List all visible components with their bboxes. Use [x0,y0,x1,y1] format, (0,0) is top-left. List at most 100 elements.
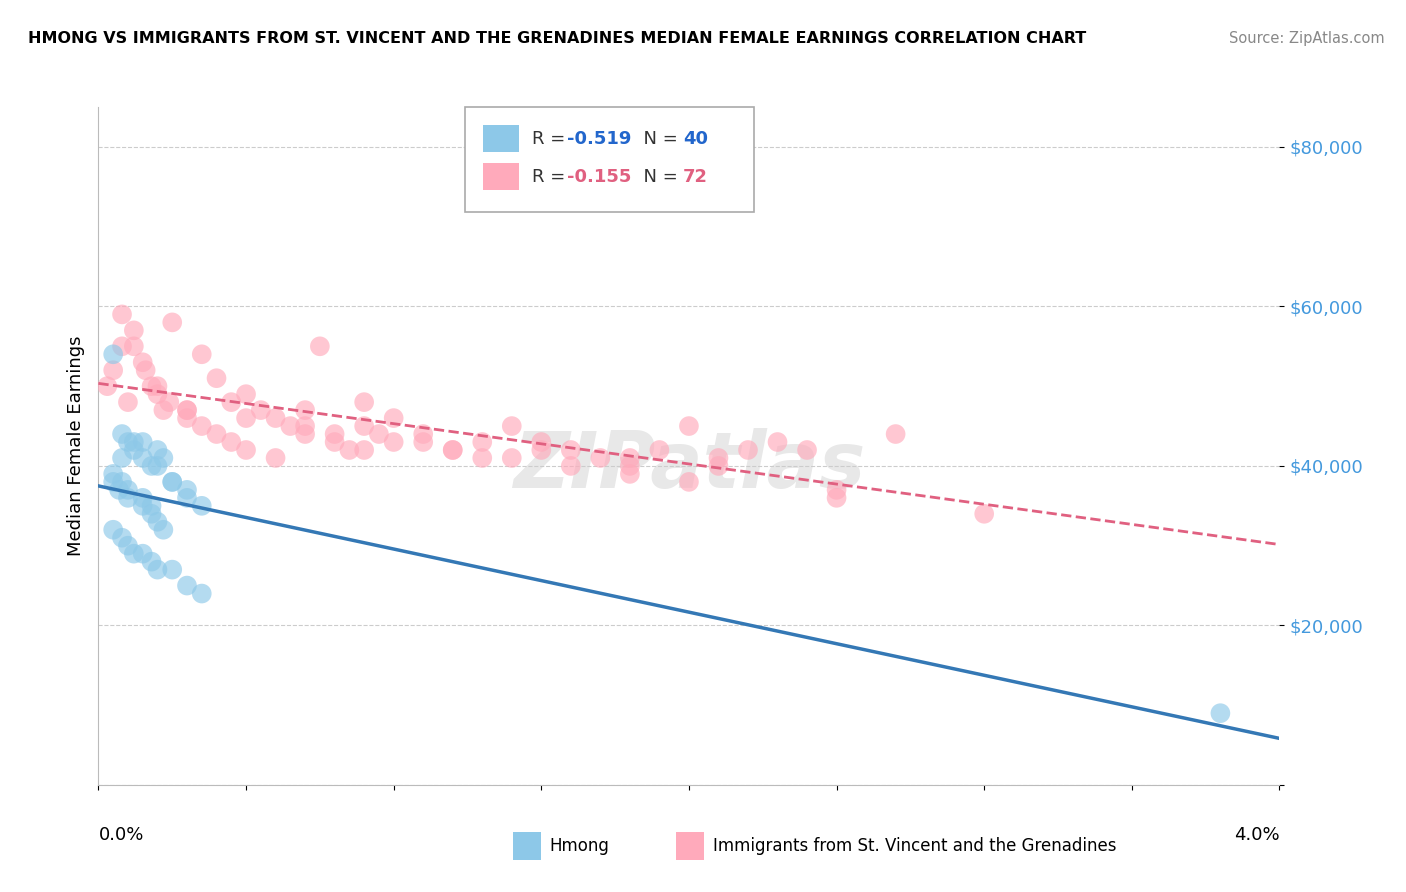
Point [191,586,214,600]
Point [382,411,405,425]
Point [884,427,907,442]
Point [973,507,995,521]
Point [766,435,789,450]
Point [176,403,198,417]
Point [501,450,523,465]
Point [501,419,523,434]
Point [323,435,346,450]
Point [141,379,163,393]
FancyBboxPatch shape [484,163,519,190]
Point [530,442,553,457]
Point [221,435,243,450]
FancyBboxPatch shape [464,107,754,212]
Point [309,339,332,353]
Point [103,363,125,377]
Point [135,363,157,377]
Point [707,458,730,473]
Point [162,475,183,489]
Point [205,427,228,442]
Point [648,442,671,457]
Point [353,395,375,409]
Point [619,450,641,465]
Point [737,442,759,457]
Point [176,411,198,425]
Point [678,475,700,489]
Point [825,491,848,505]
Point [152,450,174,465]
Point [471,450,494,465]
Point [264,450,287,465]
Point [339,442,361,457]
Point [368,427,391,442]
Point [560,442,582,457]
Point [146,442,169,457]
Point [111,450,134,465]
Point [162,315,183,329]
Point [412,427,434,442]
Point [146,458,169,473]
Point [235,411,257,425]
Point [122,547,145,561]
Point [152,523,174,537]
Point [103,523,125,537]
Point [294,403,316,417]
Text: Hmong: Hmong [550,837,609,855]
Text: -0.155: -0.155 [567,168,631,186]
Point [132,499,155,513]
Text: N =: N = [633,130,683,148]
Point [162,475,183,489]
Point [122,442,145,457]
Point [191,347,214,361]
Point [441,442,464,457]
Text: R =: R = [531,168,571,186]
Point [96,379,118,393]
Point [141,458,163,473]
Point [146,387,169,401]
Point [707,450,730,465]
Text: Source: ZipAtlas.com: Source: ZipAtlas.com [1229,31,1385,46]
Point [412,435,434,450]
Point [132,435,155,450]
Point [132,355,155,369]
Point [530,435,553,450]
Point [589,450,612,465]
Point [235,387,257,401]
Point [221,395,243,409]
Point [294,427,316,442]
Point [146,379,169,393]
Point [176,483,198,497]
Point [146,563,169,577]
Text: 4.0%: 4.0% [1234,826,1279,844]
Point [111,427,134,442]
Point [103,467,125,481]
Point [678,419,700,434]
Point [122,339,145,353]
Point [162,563,183,577]
Point [250,403,273,417]
Point [117,491,139,505]
Point [191,499,214,513]
Point [471,435,494,450]
Point [132,450,155,465]
Point [103,347,125,361]
Point [157,395,180,409]
Point [176,578,198,592]
Point [108,483,131,497]
Point [117,395,139,409]
Point [205,371,228,385]
Point [825,483,848,497]
Point [441,442,464,457]
Point [619,458,641,473]
Point [191,419,214,434]
Point [235,442,257,457]
Point [176,491,198,505]
Text: 40: 40 [683,130,709,148]
Point [1209,706,1232,721]
Point [280,419,302,434]
Point [111,475,134,489]
Point [176,403,198,417]
Text: Immigrants from St. Vincent and the Grenadines: Immigrants from St. Vincent and the Gren… [713,837,1116,855]
Text: ZIPatlas: ZIPatlas [513,428,865,504]
Point [323,427,346,442]
Point [117,539,139,553]
